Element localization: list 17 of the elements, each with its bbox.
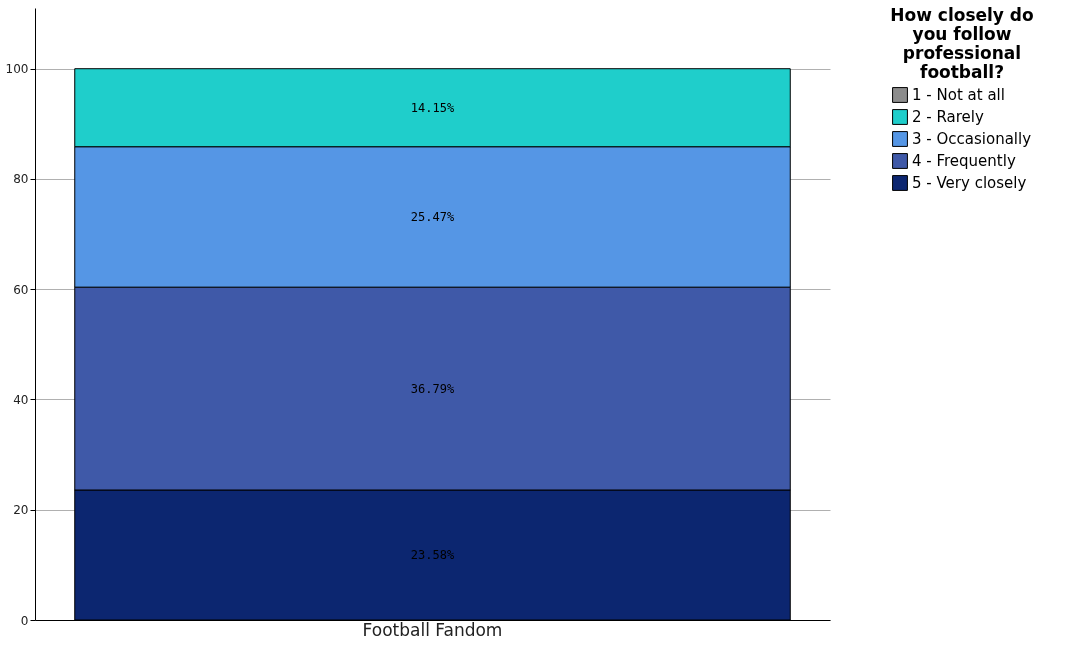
legend-label: 4 - Frequently xyxy=(912,152,1016,170)
y-tick-label: 100 xyxy=(5,62,29,77)
y-tick-label: 60 xyxy=(13,282,29,297)
y-tick-label: 80 xyxy=(13,172,29,187)
data-label: 25.47% xyxy=(410,209,455,224)
y-tick-label: 20 xyxy=(13,503,29,518)
legend-label: 2 - Rarely xyxy=(912,108,985,126)
y-tick-label: 0 xyxy=(20,613,29,628)
data-label: 14.15% xyxy=(410,100,455,115)
x-tick-label: Football Fandom xyxy=(362,619,503,640)
y-tick-label: 40 xyxy=(13,392,29,407)
data-label: 36.79% xyxy=(410,381,455,396)
legend-label: 5 - Very closely xyxy=(912,174,1027,192)
data-label: 23.58% xyxy=(410,548,455,562)
legend-label: 3 - Occasionally xyxy=(912,130,1032,148)
legend-title: How closely do you follow professional football? xyxy=(890,5,1034,82)
legend-label: 1 - Not at all xyxy=(912,86,1005,104)
